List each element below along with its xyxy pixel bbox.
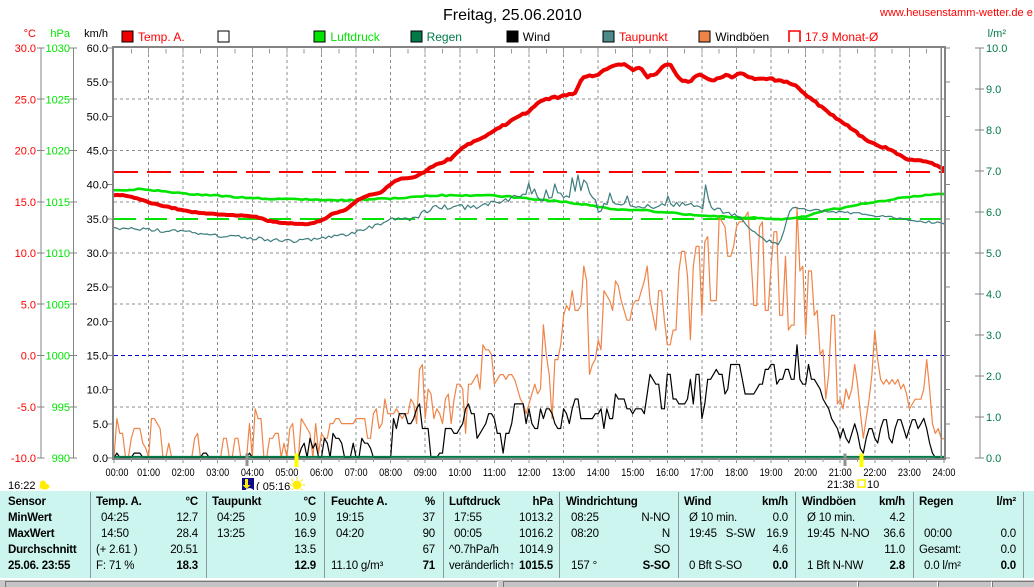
svg-text:5.0: 5.0	[21, 299, 36, 311]
svg-text:18:00: 18:00	[725, 467, 748, 479]
svg-text:10.0: 10.0	[15, 248, 36, 260]
svg-text:14:00: 14:00	[587, 467, 610, 479]
svg-text:6.0: 6.0	[986, 207, 1001, 219]
svg-text:02:00: 02:00	[172, 467, 195, 479]
svg-text:15:00: 15:00	[621, 467, 644, 479]
svg-text:10: 10	[867, 479, 879, 490]
svg-text:08:00: 08:00	[379, 467, 402, 479]
svg-text:35.0: 35.0	[87, 214, 108, 226]
svg-text:Wind: Wind	[523, 30, 550, 44]
svg-text:24:00: 24:00	[932, 467, 955, 479]
svg-text:-10.0: -10.0	[11, 453, 36, 465]
svg-text:03:00: 03:00	[206, 467, 229, 479]
svg-text:l/m²: l/m²	[988, 28, 1007, 40]
svg-text:990: 990	[52, 453, 70, 465]
svg-text:09:00: 09:00	[414, 467, 437, 479]
svg-text:0.0: 0.0	[986, 453, 1001, 465]
svg-text:55.0: 55.0	[87, 77, 108, 89]
svg-text:22:00: 22:00	[863, 467, 886, 479]
svg-text:5.0: 5.0	[986, 248, 1001, 260]
svg-text:www.heusenstamm-wetter.de e: www.heusenstamm-wetter.de e	[879, 7, 1033, 19]
svg-text:17:00: 17:00	[690, 467, 713, 479]
svg-text:10:00: 10:00	[448, 467, 471, 479]
svg-text:12:00: 12:00	[517, 467, 540, 479]
svg-text:15.0: 15.0	[87, 351, 108, 363]
svg-text:5.0: 5.0	[93, 419, 108, 431]
svg-text:21:38: 21:38	[827, 479, 855, 490]
svg-text:01:00: 01:00	[137, 467, 160, 479]
svg-text:hPa: hPa	[50, 28, 70, 40]
svg-text:10.0: 10.0	[87, 385, 108, 397]
svg-text:10.0: 10.0	[986, 43, 1007, 55]
svg-text:1030: 1030	[46, 43, 70, 55]
svg-text:15.0: 15.0	[15, 197, 36, 209]
svg-text:Windböen: Windböen	[715, 30, 769, 44]
svg-text:7.0: 7.0	[986, 166, 1001, 178]
svg-text:21:00: 21:00	[829, 467, 852, 479]
svg-text:20.0: 20.0	[87, 316, 108, 328]
svg-text:Freitag, 25.06.2010: Freitag, 25.06.2010	[443, 7, 582, 24]
svg-text:Temp. A.: Temp. A.	[138, 30, 185, 44]
svg-text:Luftdruck: Luftdruck	[330, 30, 380, 44]
svg-text:1020: 1020	[46, 146, 70, 158]
svg-text:19:00: 19:00	[760, 467, 783, 479]
svg-text:07:00: 07:00	[345, 467, 368, 479]
svg-text:995: 995	[52, 402, 70, 414]
svg-text:1025: 1025	[46, 94, 70, 106]
svg-text:00:00: 00:00	[106, 467, 129, 479]
svg-text:( 05:16: ( 05:16	[256, 481, 290, 490]
svg-text:Taupunkt: Taupunkt	[619, 30, 668, 44]
svg-text:4.0: 4.0	[986, 289, 1001, 301]
svg-text:20:00: 20:00	[794, 467, 817, 479]
svg-text:17.9 Monat-Ø: 17.9 Monat-Ø	[805, 30, 878, 44]
svg-text:30.0: 30.0	[87, 248, 108, 260]
svg-text:11:00: 11:00	[483, 467, 506, 479]
svg-text:45.0: 45.0	[87, 146, 108, 158]
svg-text:30.0: 30.0	[15, 43, 36, 55]
svg-text:1010: 1010	[46, 248, 70, 260]
svg-text:13:00: 13:00	[552, 467, 575, 479]
svg-text:20.0: 20.0	[15, 146, 36, 158]
svg-text:1005: 1005	[46, 299, 70, 311]
svg-text:50.0: 50.0	[87, 111, 108, 123]
svg-text:05:00: 05:00	[275, 467, 298, 479]
svg-text:06:00: 06:00	[310, 467, 333, 479]
svg-text:km/h: km/h	[84, 28, 108, 40]
svg-text:25.0: 25.0	[15, 94, 36, 106]
svg-text:-5.0: -5.0	[17, 402, 36, 414]
svg-text:40.0: 40.0	[87, 180, 108, 192]
svg-text:9.0: 9.0	[986, 84, 1001, 96]
svg-text:3.0: 3.0	[986, 330, 1001, 342]
svg-text:60.0: 60.0	[87, 43, 108, 55]
svg-text:25.0: 25.0	[87, 282, 108, 294]
svg-text:1000: 1000	[46, 351, 70, 363]
svg-text:0.0: 0.0	[93, 453, 108, 465]
svg-text:16:22: 16:22	[8, 480, 36, 490]
svg-text:16:00: 16:00	[656, 467, 679, 479]
svg-text:2.0: 2.0	[986, 371, 1001, 383]
svg-text:1015: 1015	[46, 197, 70, 209]
svg-text:0.0: 0.0	[21, 351, 36, 363]
svg-text:Regen: Regen	[427, 30, 462, 44]
svg-text:°C: °C	[24, 28, 36, 40]
svg-text:1.0: 1.0	[986, 412, 1001, 424]
svg-text:04:00: 04:00	[241, 467, 264, 479]
svg-text:8.0: 8.0	[986, 125, 1001, 137]
svg-text:23:00: 23:00	[898, 467, 921, 479]
